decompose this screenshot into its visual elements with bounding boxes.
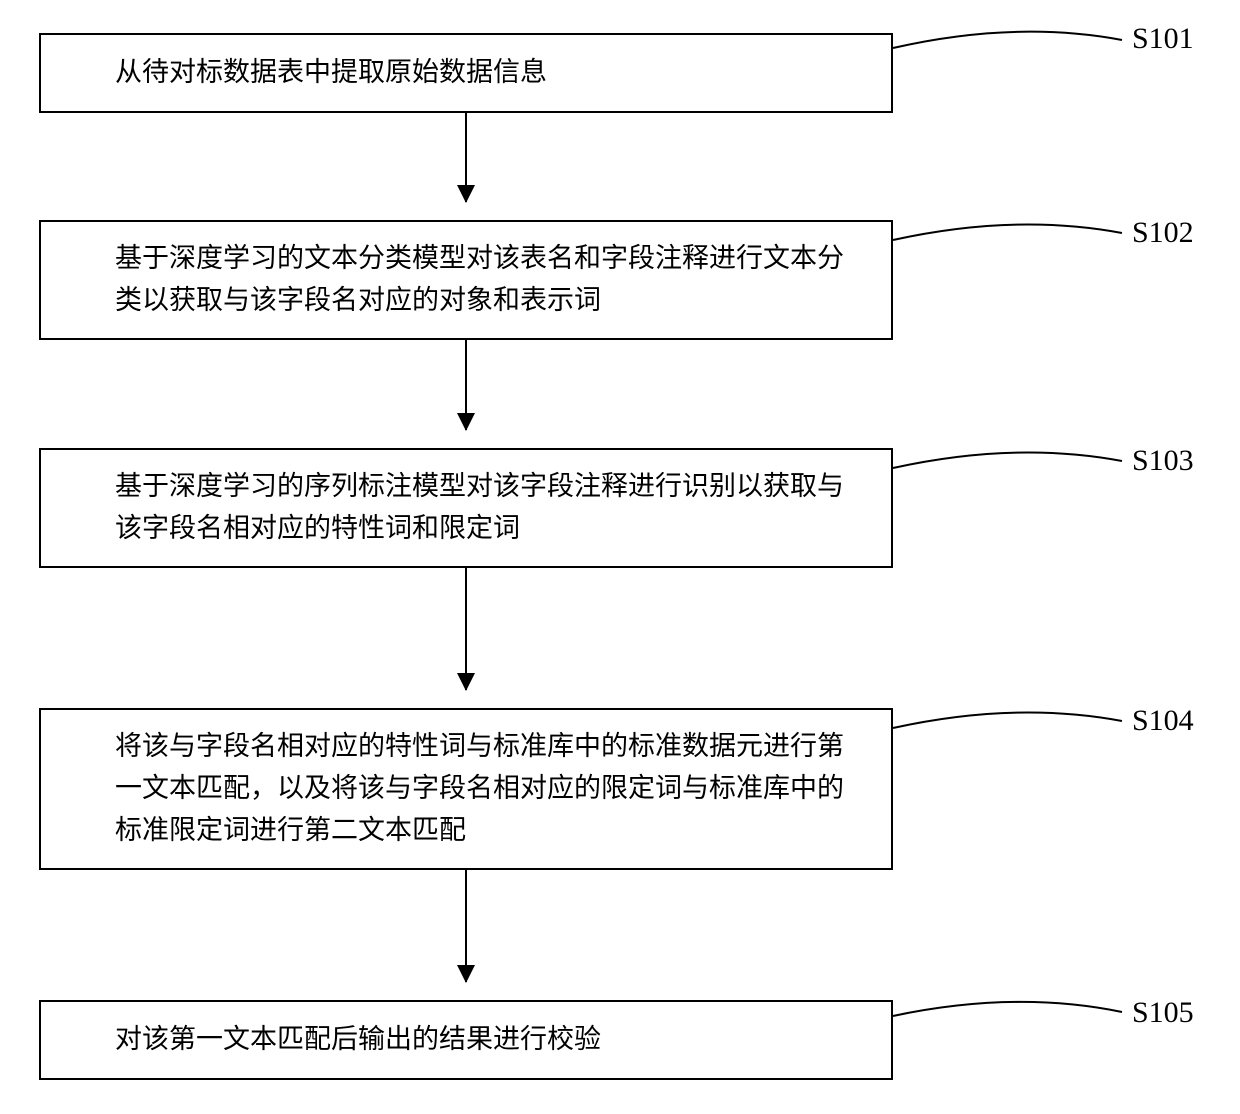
arrow-s102-s103 (465, 340, 467, 430)
flow-step-s103: 基于深度学习的序列标注模型对该字段注释进行识别以获取与该字段名相对应的特性词和限… (39, 448, 893, 568)
arrow-s104-s105 (465, 870, 467, 982)
flow-step-s102-text: 基于深度学习的文本分类模型对该表名和字段注释进行文本分类以获取与该字段名对应的对… (115, 238, 857, 322)
flow-step-s105: 对该第一文本匹配后输出的结果进行校验 (39, 1000, 893, 1080)
step-label-s103: S103 (1132, 444, 1194, 478)
flow-step-s105-text: 对该第一文本匹配后输出的结果进行校验 (115, 1019, 601, 1061)
flow-step-s102: 基于深度学习的文本分类模型对该表名和字段注释进行文本分类以获取与该字段名对应的对… (39, 220, 893, 340)
step-label-s104: S104 (1132, 704, 1194, 738)
step-label-s105: S105 (1132, 996, 1194, 1030)
flow-step-s101-text: 从待对标数据表中提取原始数据信息 (115, 52, 547, 94)
step-label-s101: S101 (1132, 22, 1194, 56)
arrow-s101-s102 (465, 113, 467, 202)
arrow-s103-s104 (465, 568, 467, 690)
flow-step-s104: 将该与字段名相对应的特性词与标准库中的标准数据元进行第一文本匹配，以及将该与字段… (39, 708, 893, 870)
flow-step-s101: 从待对标数据表中提取原始数据信息 (39, 33, 893, 113)
step-label-s102: S102 (1132, 216, 1194, 250)
flow-step-s104-text: 将该与字段名相对应的特性词与标准库中的标准数据元进行第一文本匹配，以及将该与字段… (115, 726, 857, 852)
flow-step-s103-text: 基于深度学习的序列标注模型对该字段注释进行识别以获取与该字段名相对应的特性词和限… (115, 466, 857, 550)
